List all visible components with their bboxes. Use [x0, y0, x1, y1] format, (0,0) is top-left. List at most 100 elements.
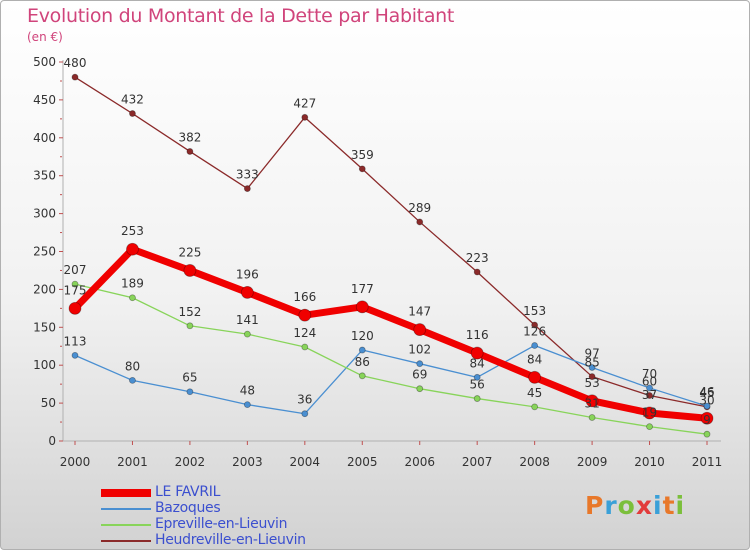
data-label-heudreville-en-lieuvin: 480 — [64, 56, 87, 70]
data-point-bazoques — [358, 346, 366, 354]
legend-label: LE FAVRIL — [155, 484, 221, 500]
x-tick-label: 2009 — [577, 455, 608, 469]
data-point-bazoques — [301, 410, 309, 418]
y-tick-label: 50 — [41, 396, 56, 410]
series-line-heudreville-en-lieuvin — [74, 76, 708, 408]
data-point-heudreville-en-lieuvin — [301, 113, 309, 121]
data-point-epreville-en-lieuvin — [703, 430, 711, 438]
data-label-bazoques: 84 — [470, 356, 485, 370]
logo-letter: o — [617, 491, 636, 520]
data-point-epreville-en-lieuvin — [473, 395, 481, 402]
x-tick-label: 2006 — [404, 455, 435, 469]
x-tick-label: 2000 — [60, 455, 91, 469]
data-point-bazoques — [416, 360, 424, 368]
chart-axes: 0 50 100 150 200 250 300 350 400 450 500 2000 2001 20… — [33, 55, 722, 469]
data-label-epreville-en-lieuvin: 9 — [703, 413, 711, 427]
data-point-epreville-en-lieuvin — [71, 280, 79, 288]
y-tick-label: 200 — [33, 282, 56, 296]
data-label-bazoques: 126 — [523, 324, 546, 338]
data-point-heudreville-en-lieuvin — [588, 373, 596, 380]
y-tick-label: 100 — [33, 358, 56, 372]
data-label-heudreville-en-lieuvin: 382 — [178, 130, 201, 144]
data-point-le-favril — [126, 242, 139, 256]
data-point-bazoques — [588, 364, 596, 371]
data-label-heudreville-en-lieuvin: 432 — [121, 93, 144, 107]
data-point-heudreville-en-lieuvin — [646, 392, 653, 399]
data-point-le-favril — [585, 394, 599, 408]
data-label-bazoques: 113 — [64, 334, 87, 348]
data-label-epreville-en-lieuvin: 31 — [584, 397, 599, 411]
y-tick-label: 0 — [48, 434, 56, 448]
legend-label: Bazoques — [155, 500, 221, 516]
x-tick-label: 2001 — [117, 455, 148, 469]
y-tick-label: 150 — [33, 320, 56, 334]
data-label-bazoques: 102 — [408, 343, 431, 357]
data-label-heudreville-en-lieuvin: 85 — [584, 356, 599, 370]
data-point-heudreville-en-lieuvin — [358, 165, 366, 173]
legend-label: Epreville-en-Lieuvin — [155, 516, 288, 532]
data-label-le-favril: 175 — [64, 283, 87, 297]
chart-legend: LE FAVRIL Bazoques Epreville-en-Lieuvin Heu… — [101, 484, 361, 549]
data-point-le-favril — [240, 286, 254, 299]
data-label-le-favril: 30 — [699, 393, 714, 407]
data-point-bazoques — [71, 351, 79, 359]
data-label-heudreville-en-lieuvin: 153 — [523, 304, 546, 318]
data-label-bazoques: 36 — [297, 393, 312, 407]
data-point-bazoques — [531, 342, 539, 349]
data-label-heudreville-en-lieuvin: 60 — [642, 375, 657, 389]
data-label-epreville-en-lieuvin: 152 — [178, 305, 201, 319]
x-tick-label: 2005 — [347, 455, 378, 469]
series-line-epreville-en-lieuvin — [74, 283, 708, 435]
data-point-epreville-en-lieuvin — [243, 330, 251, 338]
series-line-le-favril — [71, 245, 711, 422]
data-point-heudreville-en-lieuvin — [186, 148, 194, 155]
y-tick-label: 400 — [33, 131, 56, 145]
data-label-epreville-en-lieuvin: 207 — [64, 263, 87, 277]
data-point-heudreville-en-lieuvin — [129, 110, 136, 117]
data-point-heudreville-en-lieuvin — [71, 73, 79, 81]
data-point-epreville-en-lieuvin — [129, 294, 136, 302]
data-point-le-favril — [355, 300, 369, 314]
chart-title: Evolution du Montant de la Dette par Hab… — [27, 5, 455, 27]
data-point-epreville-en-lieuvin — [186, 322, 194, 330]
data-point-bazoques — [243, 401, 251, 409]
data-label-epreville-en-lieuvin: 86 — [355, 355, 370, 369]
data-label-le-favril: 116 — [466, 328, 489, 342]
logo-letter: i — [653, 491, 663, 520]
data-label-epreville-en-lieuvin: 141 — [236, 313, 259, 327]
x-tick-label: 2002 — [175, 455, 206, 469]
data-label-bazoques: 97 — [584, 346, 599, 360]
data-label-le-favril: 225 — [178, 245, 201, 259]
data-point-epreville-en-lieuvin — [301, 343, 309, 351]
x-tick-label: 2011 — [692, 455, 723, 469]
data-label-epreville-en-lieuvin: 45 — [527, 386, 542, 400]
data-label-heudreville-en-lieuvin: 223 — [466, 251, 489, 265]
data-label-epreville-en-lieuvin: 19 — [642, 406, 657, 420]
x-tick-label: 2004 — [290, 455, 321, 469]
data-label-bazoques: 80 — [125, 359, 140, 373]
legend-item-epreville-en-lieuvin: Epreville-en-Lieuvin — [101, 516, 361, 533]
logo-letter: t — [662, 491, 676, 520]
data-label-epreville-en-lieuvin: 69 — [412, 368, 427, 382]
logo-letter: i — [675, 491, 686, 520]
legend-item-heudreville-en-lieuvin: Heudreville-en-Lieuvin — [101, 532, 361, 549]
chart-series — [68, 73, 714, 438]
legend-label: Heudreville-en-Lieuvin — [155, 532, 306, 548]
data-label-le-favril: 147 — [408, 305, 431, 319]
y-tick-label: 300 — [33, 207, 56, 221]
logo-letter: x — [635, 491, 653, 520]
data-label-bazoques: 48 — [240, 384, 255, 398]
data-label-le-favril: 177 — [351, 282, 374, 296]
data-point-heudreville-en-lieuvin — [416, 218, 424, 226]
data-point-le-favril — [700, 411, 714, 425]
legend-swatch — [101, 523, 151, 527]
data-label-bazoques: 70 — [642, 367, 657, 381]
data-label-heudreville-en-lieuvin: 359 — [351, 148, 374, 162]
data-labels: 480 432 382 333 427 359 289 223 153 85 60 45 113 80 65… — [64, 56, 715, 427]
data-label-heudreville-en-lieuvin: 333 — [236, 168, 259, 182]
data-point-epreville-en-lieuvin — [588, 414, 596, 421]
data-label-heudreville-en-lieuvin: 45 — [699, 386, 714, 400]
data-point-bazoques — [703, 402, 711, 410]
x-tick-label: 2003 — [232, 455, 263, 469]
